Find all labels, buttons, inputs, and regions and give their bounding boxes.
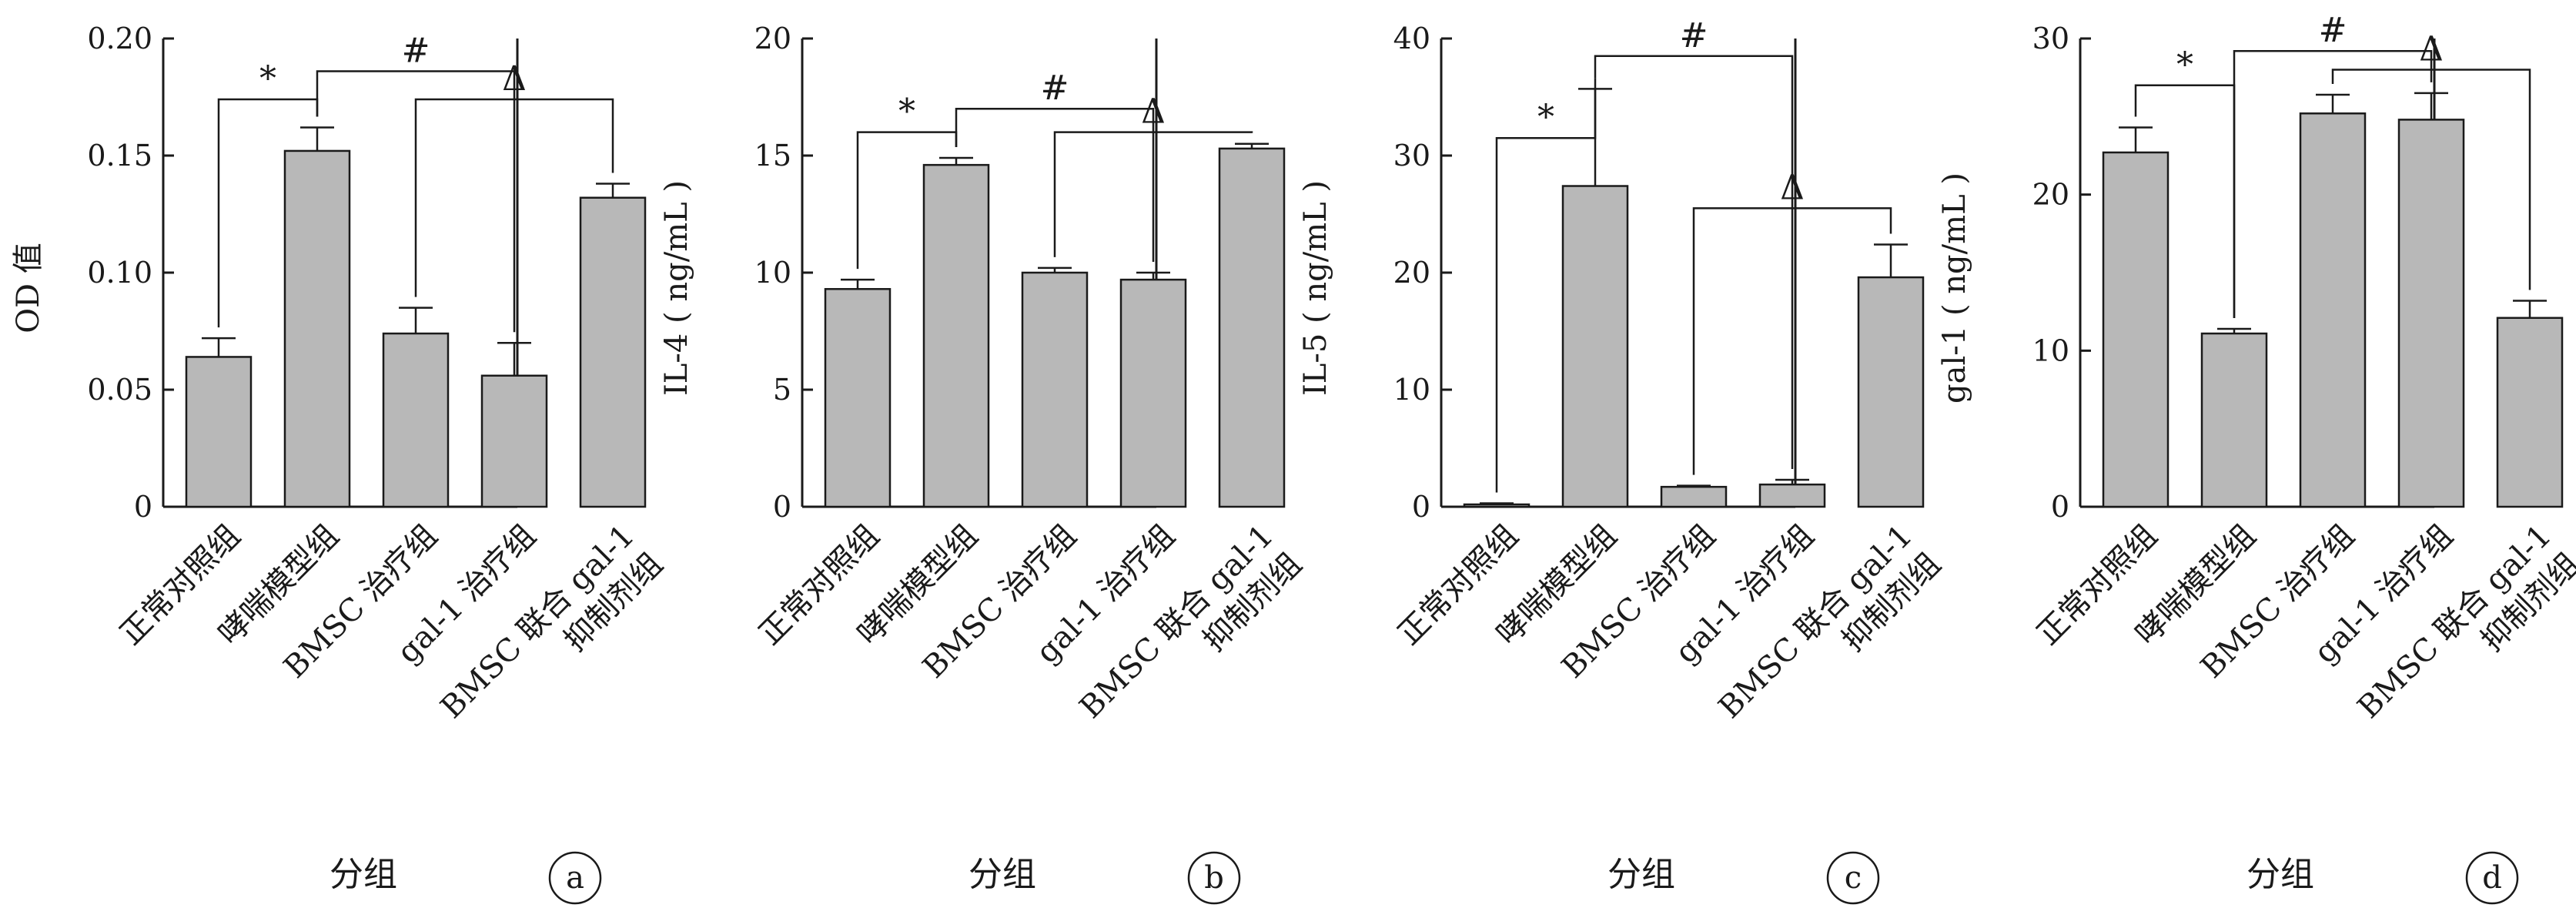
panel-label: b	[1204, 860, 1224, 896]
y-tick-label: 5	[773, 373, 791, 407]
y-tick-label: 0.05	[87, 373, 152, 407]
y-tick-label: 10	[2032, 333, 2069, 367]
significance-bracket	[316, 70, 516, 333]
significance-marker: *	[2176, 45, 2193, 85]
bar	[1758, 483, 1826, 508]
significance-marker: Δ	[1780, 168, 1805, 207]
panel-label-circle	[2465, 851, 2519, 905]
y-tick-label: 40	[1393, 22, 1430, 55]
y-tick-label: 0	[773, 490, 791, 524]
bar	[2397, 119, 2465, 508]
bar	[2299, 112, 2367, 508]
bar	[1218, 147, 1286, 508]
panel-label: a	[566, 860, 584, 896]
significance-bracket	[955, 107, 1155, 262]
bar	[283, 149, 351, 508]
y-tick-label: 0.20	[87, 22, 152, 55]
y-tick-label: 0	[1412, 490, 1430, 524]
significance-bracket	[1594, 55, 1794, 470]
y-tick-label: 10	[754, 256, 791, 290]
bar	[382, 332, 450, 508]
y-tick-label: 10	[1393, 373, 1430, 407]
bar	[1857, 276, 1925, 508]
panel-label-circle	[1187, 851, 1241, 905]
panel-label: c	[1845, 860, 1862, 896]
significance-marker: #	[2319, 11, 2347, 50]
x-tick-label: BMSC 联合 gal-1抑制剂组	[2351, 518, 2576, 754]
significance-marker: #	[1680, 16, 1708, 55]
significance-marker: *	[898, 92, 915, 132]
y-tick-label: 0.10	[87, 256, 152, 290]
significance-marker: #	[402, 32, 430, 71]
significance-bracket	[1495, 78, 1597, 493]
bar	[1021, 271, 1089, 508]
x-axis-label: 分组	[969, 855, 1036, 894]
y-tick-label: 0	[134, 490, 152, 524]
significance-marker: Δ	[2419, 30, 2444, 69]
x-axis-label: 分组	[1607, 855, 1675, 894]
panel-label-circle	[1826, 851, 1880, 905]
bar	[2200, 332, 2268, 508]
x-tick-label: BMSC 联合 gal-1抑制剂组	[1073, 518, 1309, 754]
x-axis-label: 分组	[330, 855, 397, 894]
y-axis-label: OD 值	[11, 243, 46, 333]
bar	[480, 374, 548, 508]
significance-marker: *	[259, 59, 276, 99]
panel-label-circle	[548, 851, 602, 905]
bar	[922, 163, 990, 508]
bar	[579, 196, 647, 508]
bar	[2102, 151, 2170, 508]
panel-label: d	[2482, 860, 2502, 896]
bar	[1119, 278, 1187, 508]
y-tick-label: 20	[2032, 178, 2069, 212]
y-tick-label: 30	[2032, 22, 2069, 55]
bar	[824, 288, 892, 508]
x-tick-label: BMSC 联合 gal-1抑制剂组	[1712, 518, 1948, 754]
y-axis-label: IL-5 ( ng/mL )	[1298, 180, 1333, 396]
y-tick-label: 15	[754, 139, 791, 173]
y-tick-label: 30	[1393, 139, 1430, 173]
bar	[1561, 185, 1629, 508]
y-tick-label: 20	[754, 22, 791, 55]
significance-marker: Δ	[502, 59, 527, 99]
significance-bracket	[2233, 49, 2433, 318]
significance-bracket	[1692, 207, 1892, 475]
y-axis-label: IL-4 ( ng/mL )	[659, 180, 694, 396]
bar	[1463, 503, 1531, 508]
x-tick-label: BMSC 联合 gal-1抑制剂组	[434, 518, 670, 754]
significance-marker: *	[1537, 98, 1554, 137]
y-axis-label: gal-1 ( ng/mL )	[1937, 173, 1972, 404]
bar	[2496, 317, 2564, 508]
y-tick-label: 0.15	[87, 139, 152, 173]
significance-bracket	[414, 98, 614, 297]
y-tick-label: 20	[1393, 256, 1430, 290]
bar	[1660, 485, 1728, 508]
significance-marker: #	[1041, 69, 1069, 108]
significance-bracket	[2331, 69, 2531, 290]
y-tick-label: 0	[2051, 490, 2069, 524]
significance-bracket	[1053, 131, 1253, 257]
x-axis-label: 分组	[2246, 855, 2314, 894]
bar	[185, 356, 253, 508]
significance-marker: Δ	[1141, 92, 1166, 132]
